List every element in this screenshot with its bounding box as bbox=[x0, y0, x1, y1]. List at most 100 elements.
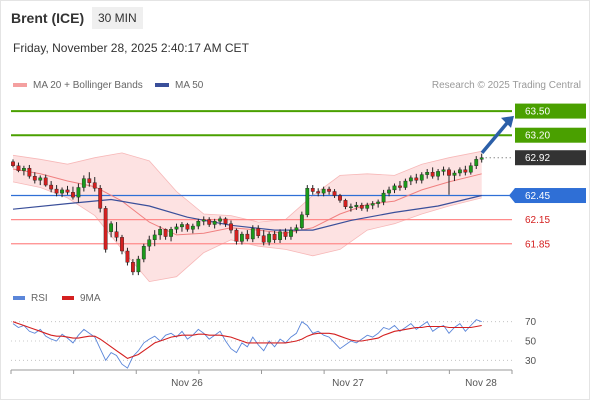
candle-body bbox=[229, 223, 233, 231]
rsi-tick-50: 50 bbox=[525, 337, 537, 348]
candle-body bbox=[392, 185, 397, 191]
candle-body bbox=[120, 237, 124, 252]
candle-body bbox=[136, 258, 141, 273]
candle-body bbox=[11, 161, 15, 166]
legend-rsi: RSI bbox=[13, 293, 48, 304]
candle-body bbox=[81, 178, 86, 188]
candle-body bbox=[458, 169, 462, 174]
candle-body bbox=[468, 165, 473, 173]
candle-body bbox=[289, 229, 293, 237]
candle-body bbox=[441, 169, 446, 172]
legend-ma20: MA 20 + Bollinger Bands bbox=[13, 80, 143, 91]
ma50-swatch bbox=[155, 83, 169, 88]
candle-body bbox=[141, 245, 146, 260]
candle-body bbox=[103, 208, 108, 250]
legend-rsi-ma: 9MA bbox=[62, 293, 101, 304]
candle-body bbox=[92, 182, 97, 189]
candle-body bbox=[332, 191, 337, 196]
candle-body bbox=[408, 177, 413, 182]
candle-body bbox=[463, 169, 468, 173]
candle-body bbox=[256, 228, 261, 236]
candle-body bbox=[430, 171, 435, 177]
candle-body bbox=[283, 231, 288, 237]
ma20-swatch bbox=[13, 83, 27, 88]
candle-body bbox=[180, 224, 184, 228]
candle-body bbox=[267, 233, 272, 243]
candle-body bbox=[27, 167, 32, 177]
candle-body bbox=[76, 187, 81, 198]
timestamp: Friday, November 28, 2025 2:40:17 AM CET bbox=[13, 41, 249, 55]
candle-body bbox=[32, 176, 37, 181]
candle-body bbox=[343, 200, 348, 207]
x-tick-label: Nov 28 bbox=[465, 378, 497, 389]
candle-body bbox=[354, 204, 359, 207]
candle-body bbox=[130, 262, 135, 273]
candle-body bbox=[419, 174, 424, 181]
candle-body bbox=[414, 177, 419, 181]
x-tick-label: Nov 26 bbox=[171, 378, 203, 389]
candle-body bbox=[403, 180, 408, 188]
candle-body bbox=[71, 192, 75, 198]
candle-body bbox=[43, 177, 48, 186]
candle-body bbox=[321, 188, 326, 194]
candle-body bbox=[316, 191, 321, 194]
level-label-61-85: 61.85 bbox=[525, 239, 550, 250]
ma20-line bbox=[12, 168, 482, 236]
candle-body bbox=[174, 226, 179, 230]
candle-body bbox=[310, 188, 315, 192]
candle-body bbox=[16, 165, 21, 171]
rsi-ma-line bbox=[12, 321, 482, 360]
candle-body bbox=[125, 250, 130, 263]
interval-badge[interactable]: 30 MIN bbox=[92, 7, 143, 29]
candle-body bbox=[376, 201, 381, 204]
candle-body bbox=[436, 171, 440, 177]
level-label-62-15: 62.15 bbox=[525, 215, 550, 226]
candle-body bbox=[305, 188, 310, 216]
forecast-arrow-shaft bbox=[480, 120, 510, 155]
candle-body bbox=[447, 169, 451, 176]
legend-ma50: MA 50 bbox=[155, 80, 203, 91]
candle-body bbox=[169, 229, 173, 237]
rsi-ma-swatch bbox=[62, 296, 74, 301]
candle-body bbox=[474, 159, 479, 166]
candle-body bbox=[185, 224, 190, 230]
candle-body bbox=[278, 231, 282, 240]
candle-body bbox=[359, 204, 364, 209]
x-tick-label: Nov 27 bbox=[332, 378, 364, 389]
candle-body bbox=[54, 188, 59, 194]
candle-body bbox=[349, 206, 353, 208]
level-label-62-92: 62.92 bbox=[525, 153, 550, 164]
candle-body bbox=[114, 231, 119, 238]
level-label-62-45-bg bbox=[515, 188, 586, 204]
level-label-62-45-pointer bbox=[509, 188, 515, 204]
candle-body bbox=[294, 227, 299, 231]
candle-body bbox=[201, 219, 206, 222]
rsi-swatch bbox=[13, 296, 25, 301]
candle-body bbox=[158, 229, 163, 236]
candle-body bbox=[49, 184, 54, 190]
candle-body bbox=[327, 188, 331, 192]
bollinger-upper-line bbox=[12, 150, 482, 223]
candle-body bbox=[196, 221, 201, 227]
candle-body bbox=[38, 177, 43, 181]
candle-body bbox=[163, 229, 168, 237]
candle-body bbox=[365, 204, 370, 209]
candle-body bbox=[338, 195, 342, 201]
level-label-63-20-bg bbox=[515, 127, 586, 143]
candle-body bbox=[370, 203, 375, 206]
candle-body bbox=[212, 221, 217, 225]
candle-body bbox=[190, 225, 195, 230]
candle-body bbox=[398, 185, 402, 188]
instrument-title: Brent (ICE) bbox=[11, 10, 85, 26]
candle-body bbox=[109, 223, 114, 232]
level-label-63-50: 63.50 bbox=[525, 107, 550, 118]
rsi-tick-30: 30 bbox=[525, 356, 537, 367]
candle-body bbox=[87, 178, 92, 183]
bollinger-band bbox=[13, 151, 482, 282]
candle-body bbox=[65, 189, 70, 193]
candle-body bbox=[22, 167, 26, 171]
candle-body bbox=[98, 188, 103, 209]
candle-body bbox=[207, 219, 212, 225]
level-label-63-50-bg bbox=[515, 103, 586, 119]
